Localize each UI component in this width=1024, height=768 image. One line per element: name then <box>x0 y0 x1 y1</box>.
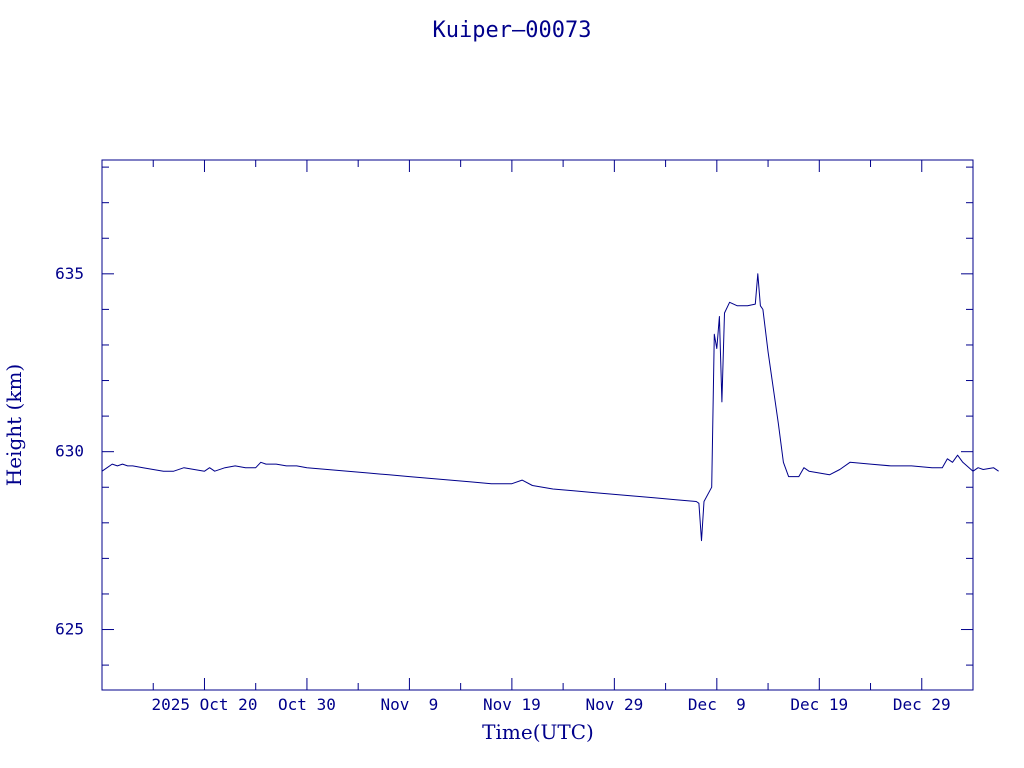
x-tick-label: 2025 Oct 20 <box>151 695 257 714</box>
y-tick-label: 630 <box>55 442 84 461</box>
x-tick-label: Nov 19 <box>483 695 541 714</box>
x-tick-label: Nov 29 <box>585 695 643 714</box>
y-tick-label: 625 <box>55 620 84 639</box>
x-tick-label: Oct 30 <box>278 695 336 714</box>
x-tick-label: Dec 19 <box>790 695 848 714</box>
x-tick-label: Nov 9 <box>381 695 439 714</box>
y-tick-label: 635 <box>55 264 84 283</box>
chart-title: Kuiper‒00073 <box>433 18 592 43</box>
y-axis: 625 630 635 <box>55 166 973 666</box>
x-tick-label: Dec 29 <box>893 695 951 714</box>
x-axis-title: Time(UTC) <box>482 720 594 744</box>
x-tick-label: Dec 9 <box>688 695 746 714</box>
series-group <box>101 273 999 542</box>
x-axis: 2025 Oct 20 Oct 30 Nov 9 Nov 19 Nov 29 Dec 9 D… <box>101 160 974 714</box>
height-series-line <box>101 273 999 542</box>
y-axis-title: Height (km) <box>2 364 26 486</box>
plot-frame <box>101 159 974 691</box>
